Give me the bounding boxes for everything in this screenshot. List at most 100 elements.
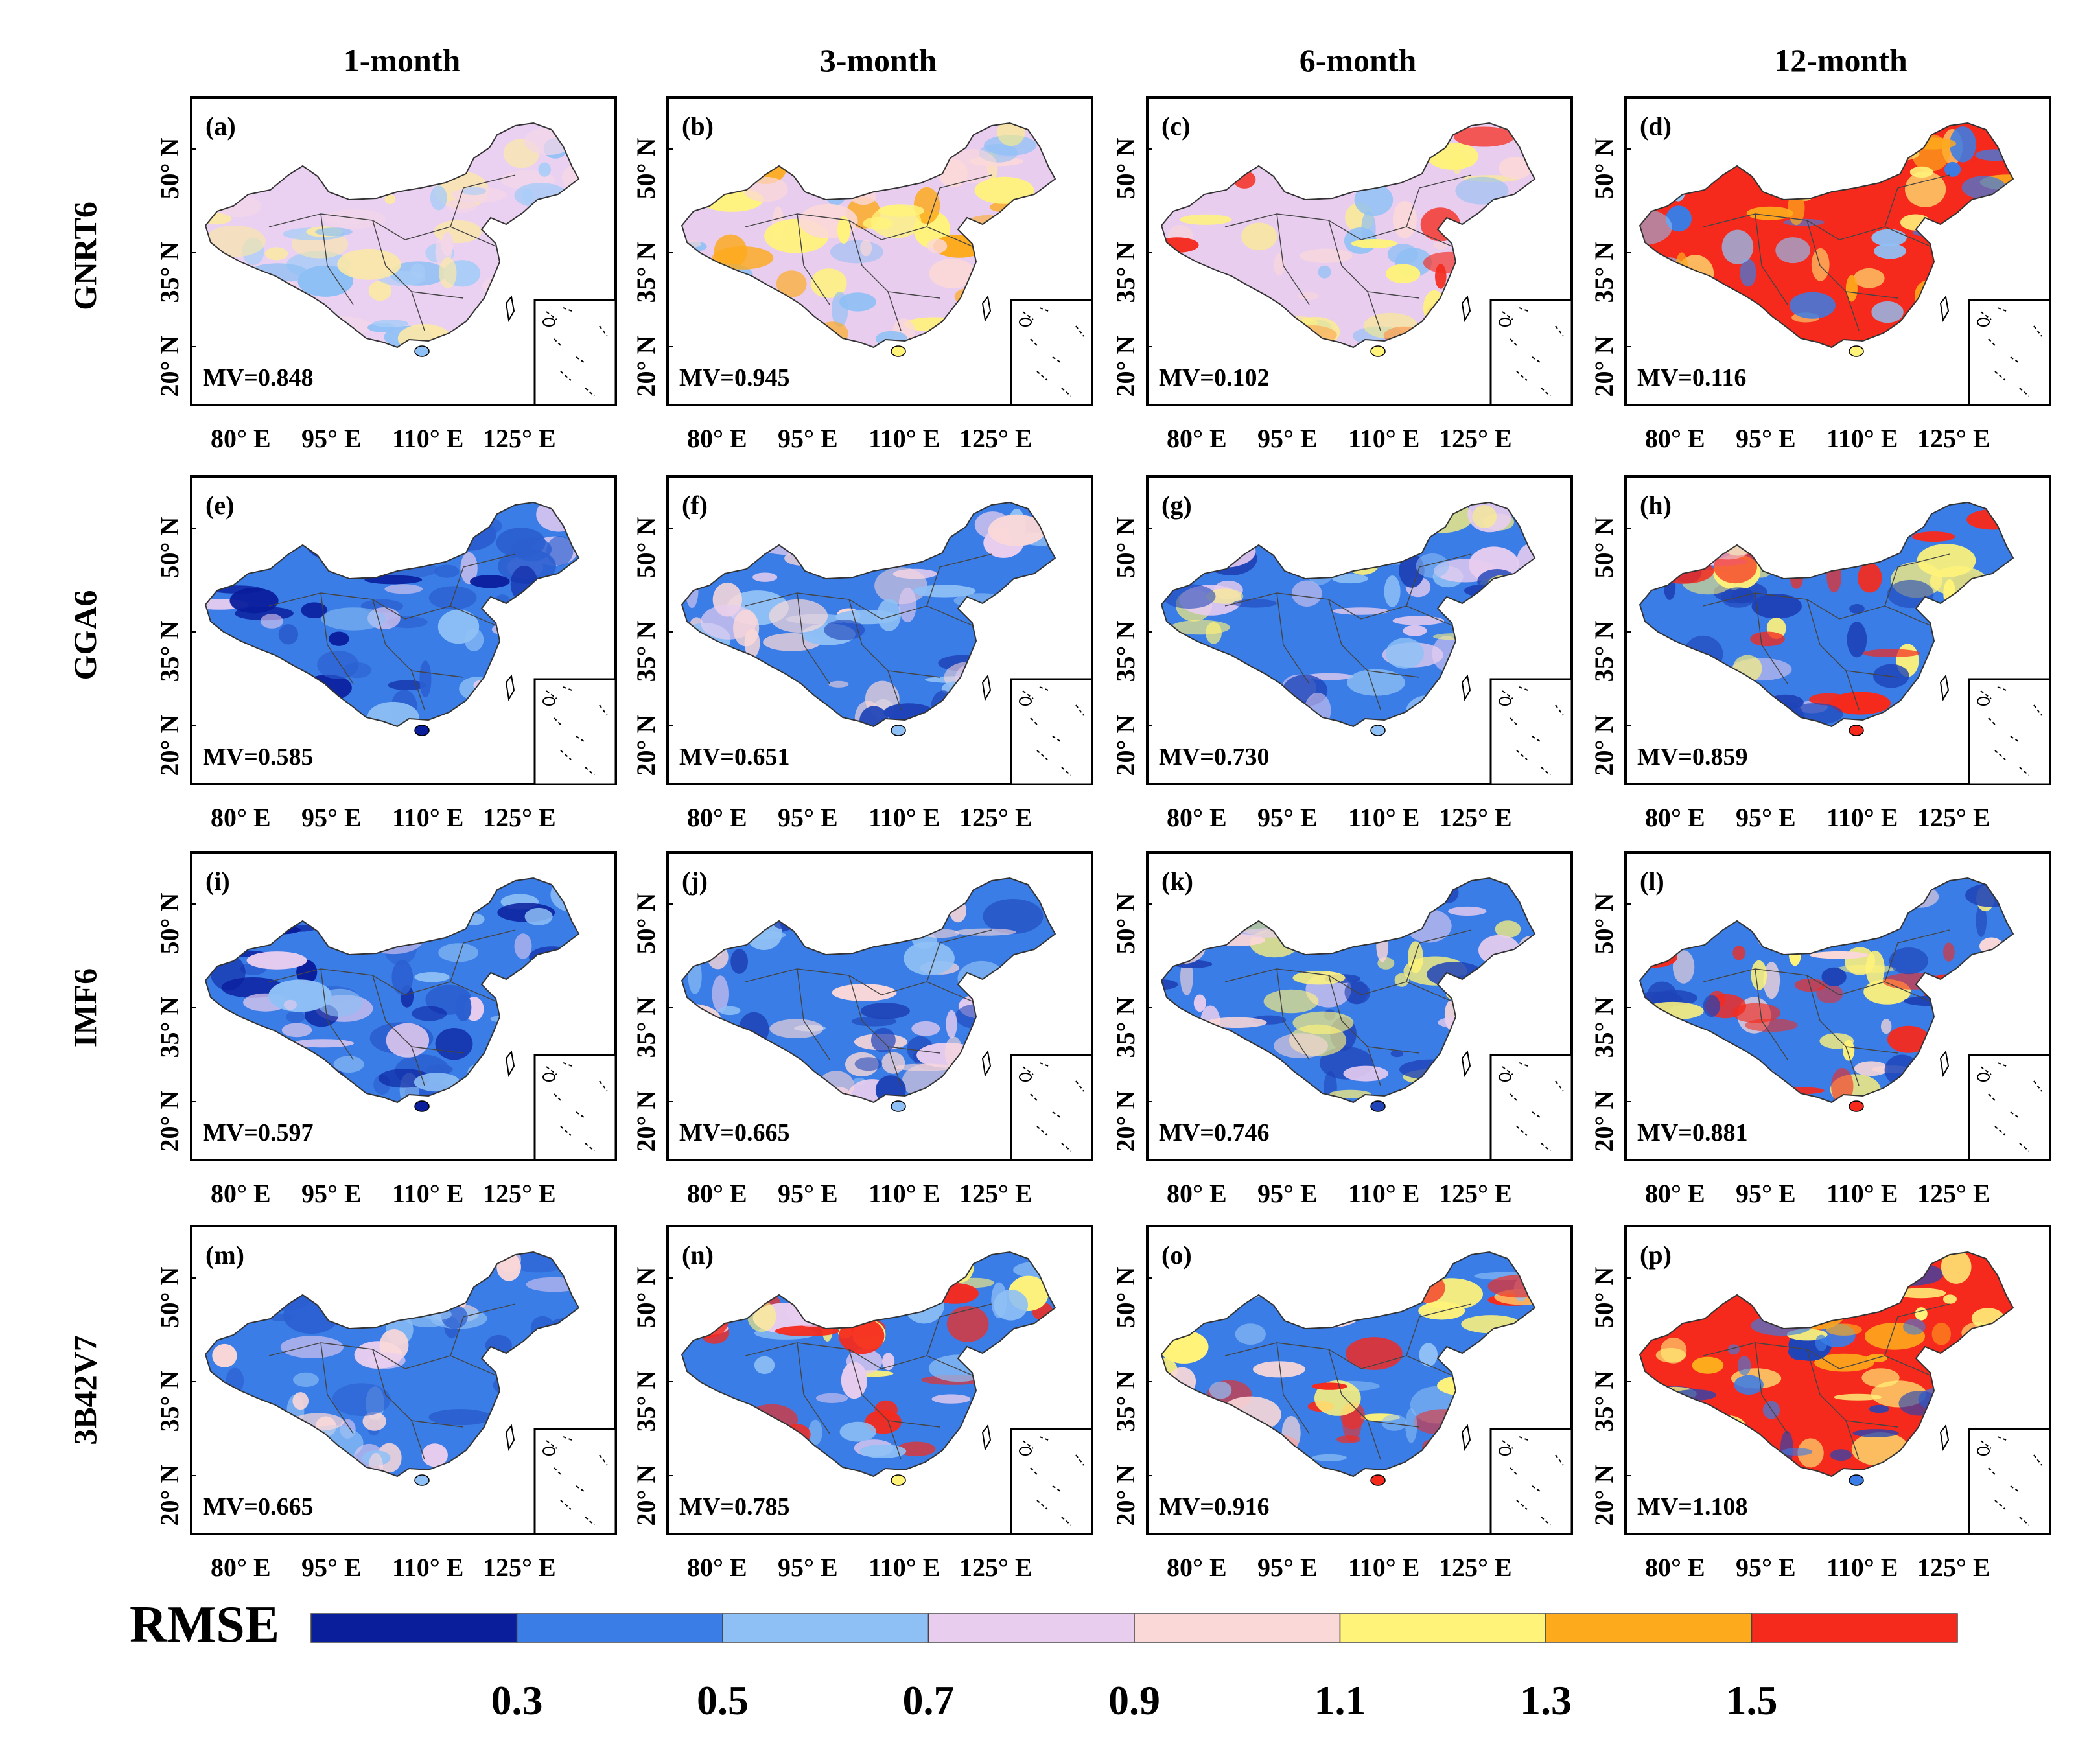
panel-label: (o)	[1161, 1240, 1192, 1270]
y-tick-label: 35° N	[631, 996, 660, 1058]
x-tick-label: 125° E	[483, 424, 556, 453]
rmse-cell	[298, 265, 353, 297]
map-panel: (c) MV=0.102 50° N 35° N 20° N 80° E 95° E 110°…	[1111, 96, 1573, 453]
y-tick-label: 20° N	[631, 335, 660, 397]
x-tick-label: 80° E	[211, 424, 271, 453]
y-tick-label: 35° N	[1111, 1370, 1140, 1432]
rmse-cell	[955, 928, 1016, 936]
rmse-cell	[1816, 984, 1843, 1003]
rmse-cell	[414, 1073, 460, 1092]
row-title: IMF6	[67, 968, 103, 1047]
province-boundary	[268, 592, 406, 620]
province-boundary	[372, 599, 464, 678]
inset-island	[1499, 1073, 1511, 1082]
x-tick-label: 125° E	[959, 1553, 1032, 1582]
panel-label: (l)	[1640, 866, 1664, 896]
y-tick-label: 50° N	[1111, 892, 1140, 954]
rmse-cell	[446, 198, 478, 213]
rmse-cell	[860, 1003, 910, 1019]
mean-value: MV=0.916	[1159, 1493, 1269, 1520]
province-boundary	[1806, 975, 1898, 1054]
rmse-cell	[1912, 531, 1955, 542]
province-boundary	[1406, 929, 1472, 982]
mean-value: MV=0.945	[679, 364, 789, 391]
panel-label: (f)	[682, 491, 708, 520]
hainan-island	[1370, 1100, 1386, 1112]
nine-dash-line	[546, 686, 608, 776]
province-boundary	[320, 1342, 354, 1434]
rmse-cell	[229, 588, 279, 614]
mean-value: MV=0.597	[203, 1119, 313, 1146]
x-tick-label: 80° E	[1167, 1553, 1227, 1582]
rmse-cell	[1751, 960, 1767, 990]
x-tick-label: 95° E	[1257, 424, 1318, 453]
colorbar-tick-label: 0.5	[697, 1677, 749, 1723]
panel-label: (d)	[1640, 111, 1672, 141]
rmse-cell	[278, 624, 299, 645]
rmse-cell	[815, 1393, 848, 1403]
y-tick-label: 50° N	[1111, 517, 1140, 578]
map-panel: (n) MV=0.785 50° N 35° N 20° N 80° E 95° E 110°…	[631, 1225, 1093, 1582]
province-boundary	[1406, 174, 1472, 227]
rmse-cell	[425, 1064, 453, 1075]
mean-value: MV=0.859	[1637, 743, 1747, 771]
y-tick-label: 20° N	[1111, 1464, 1140, 1526]
south-china-sea-inset	[533, 678, 617, 785]
rmse-cell	[1346, 1337, 1403, 1370]
column-title: 6-month	[1300, 42, 1417, 78]
rmse-cell	[455, 993, 472, 1022]
y-tick-label: 50° N	[1111, 1266, 1140, 1328]
panel-label: (b)	[682, 111, 714, 141]
rmse-cell	[1950, 126, 1976, 163]
hainan-island	[891, 1474, 906, 1486]
south-china-sea-inset	[533, 299, 617, 406]
rmse-cell	[1361, 211, 1376, 247]
province-boundary	[1367, 1046, 1381, 1086]
inset-frame	[1968, 1054, 2051, 1161]
rmse-cell	[1862, 649, 1920, 658]
rmse-cell	[1775, 237, 1810, 264]
colorbar-tick-label: 0.3	[491, 1677, 543, 1723]
x-tick-label: 110° E	[1826, 1179, 1898, 1208]
taiwan-outline	[505, 1050, 515, 1077]
y-tick-label: 50° N	[631, 137, 660, 199]
province-boundary	[1845, 1420, 1860, 1460]
taiwan-outline	[981, 1424, 992, 1451]
rmse-cell	[859, 1444, 907, 1458]
rmse-cell	[1386, 264, 1421, 284]
colorbar: RMSE 0.3 0.5 0.7 0.9 1.1 1.3 1.5	[130, 1596, 1958, 1723]
mean-value: MV=0.585	[203, 743, 313, 771]
rmse-cell	[1896, 1288, 1946, 1299]
rmse-cell	[441, 232, 454, 257]
province-boundary	[1224, 1342, 1362, 1369]
rmse-cell	[712, 246, 774, 270]
x-tick-label: 110° E	[1348, 424, 1419, 453]
province-boundary	[1806, 220, 1898, 299]
province-boundary	[1703, 968, 1840, 995]
y-tick-label: 50° N	[631, 1266, 660, 1328]
province-boundary	[887, 291, 902, 331]
x-tick-label: 125° E	[959, 803, 1032, 832]
rmse-cell	[1233, 599, 1277, 608]
x-tick-label: 125° E	[1439, 1553, 1512, 1582]
mean-value: MV=0.848	[203, 364, 313, 391]
province-boundary	[1406, 553, 1472, 607]
rmse-cell	[343, 662, 372, 679]
y-tick-label: 20° N	[631, 1464, 660, 1526]
rmse-cell	[830, 240, 884, 264]
south-china-sea-inset	[1489, 299, 1573, 406]
rmse-cell	[913, 585, 976, 598]
panel-label: (n)	[682, 1240, 714, 1270]
x-tick-label: 125° E	[483, 1179, 556, 1208]
rmse-cell	[1381, 1414, 1407, 1431]
rmse-cell	[292, 1392, 309, 1410]
rmse-cell	[1263, 989, 1319, 1014]
colorbar-swatch	[928, 1613, 1135, 1643]
rmse-cell	[1347, 669, 1405, 696]
rmse-cell	[1408, 941, 1423, 973]
rmse-cell	[1887, 1025, 1930, 1053]
rmse-cell	[904, 941, 955, 975]
y-tick-label: 35° N	[631, 620, 660, 682]
rmse-cell	[410, 263, 425, 279]
rmse-cell	[1672, 950, 1695, 984]
